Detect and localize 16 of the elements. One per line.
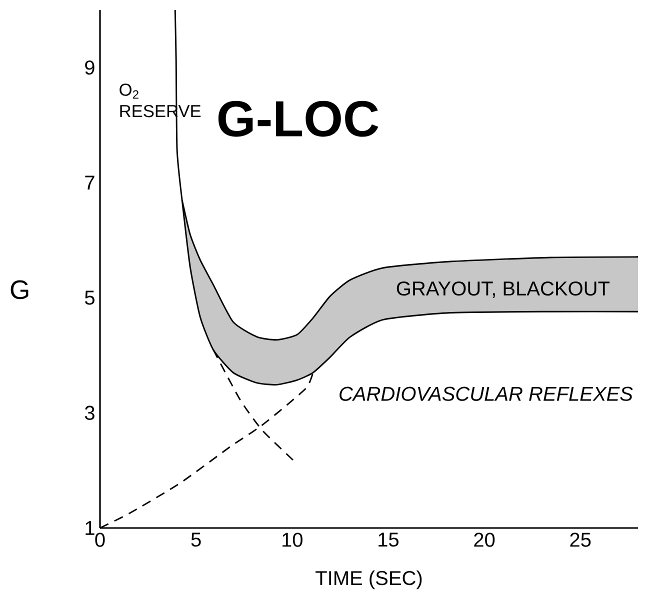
x-tick-label: 0 (95, 532, 105, 547)
x-tick-label: 25 (570, 532, 591, 547)
annotation: G-LOC (218, 100, 378, 137)
y-tick-label: 9 (85, 60, 94, 75)
x-tick-label: 5 (191, 532, 201, 547)
annotation: GRAYOUT, BLACKOUT (396, 281, 610, 298)
x-axis-title: TIME (SEC) (316, 570, 422, 590)
x-tick-label: 15 (378, 532, 399, 547)
x-tick-label: 20 (474, 532, 495, 547)
y-tick-label: 1 (86, 521, 94, 535)
y-axis-title: G (10, 280, 28, 300)
y-tick-label: 7 (85, 176, 94, 190)
annotation: CARDIOVASCULAR REFLEXES (340, 386, 633, 401)
y-tick-label: 5 (84, 290, 94, 305)
x-tick-label: 10 (282, 532, 302, 547)
y-tick-label: 3 (84, 406, 94, 420)
